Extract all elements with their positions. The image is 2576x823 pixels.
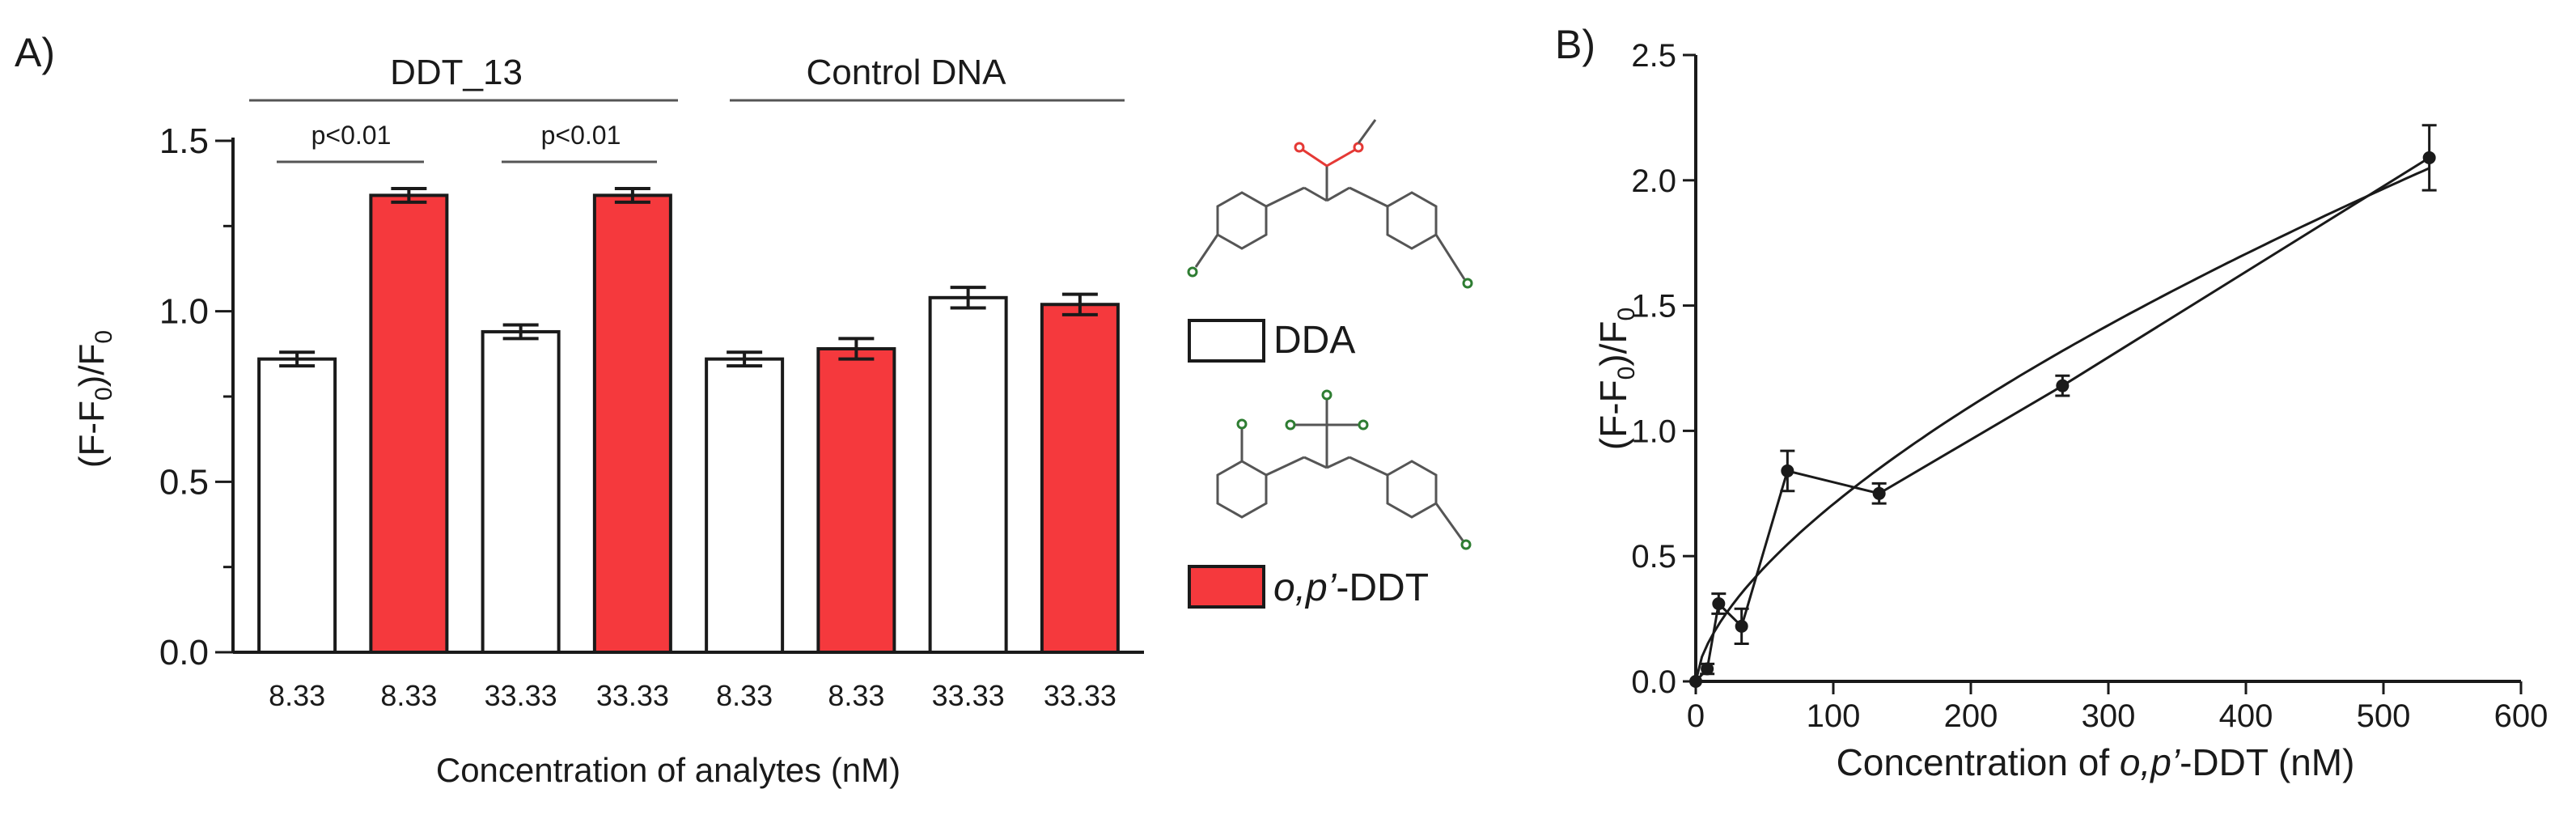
y-tick-label: 0.5 bbox=[159, 462, 209, 502]
x-tick-label: 8.33 bbox=[716, 679, 773, 712]
bar bbox=[1040, 303, 1120, 654]
group-label-control-dna: Control DNA bbox=[807, 53, 1007, 92]
legend-label-dda: DDA bbox=[1273, 319, 1355, 362]
bar bbox=[481, 329, 561, 654]
data-point bbox=[1689, 675, 1702, 688]
data-point bbox=[1781, 464, 1794, 477]
ddt-structure-image bbox=[1216, 389, 1472, 550]
panel-a-y-ticks: 0.0 0.5 1.0 1.5 bbox=[159, 121, 233, 672]
data-point bbox=[1701, 662, 1714, 676]
data-point bbox=[1735, 619, 1748, 633]
data-point bbox=[2056, 379, 2070, 392]
panel-a-x-tick-labels: 8.33 8.33 33.33 33.33 8.33 8.33 33.33 33.33 bbox=[269, 679, 1116, 712]
panel-a-y-axis-label: (F-F0)/F0 bbox=[72, 330, 117, 468]
bar bbox=[705, 357, 785, 654]
x-tick-label: 8.33 bbox=[828, 679, 884, 712]
x-tick-label: 400 bbox=[2219, 698, 2273, 734]
fit-curve bbox=[1694, 167, 2430, 682]
x-tick-label: 300 bbox=[2082, 698, 2136, 734]
panel-b-x-axis-label: Concentration of o,p’-DDT (nM) bbox=[1837, 741, 2355, 783]
y-tick-label: 0.0 bbox=[1631, 664, 1676, 700]
y-tick-label: 2.5 bbox=[1631, 38, 1676, 74]
bar bbox=[592, 193, 672, 654]
significance-label-2: p<0.01 bbox=[541, 121, 621, 150]
data-line bbox=[1694, 156, 2430, 683]
x-tick-label: 8.33 bbox=[269, 679, 325, 712]
y-tick-label: 1.0 bbox=[1631, 414, 1676, 449]
panel-a-label: A) bbox=[15, 30, 55, 75]
panel-b-axes bbox=[1694, 55, 2521, 683]
x-tick-label: 0 bbox=[1687, 698, 1705, 734]
x-tick-label: 600 bbox=[2494, 698, 2548, 734]
x-tick-label: 500 bbox=[2357, 698, 2411, 734]
bar bbox=[257, 357, 337, 654]
panel-a-bars bbox=[257, 186, 1120, 654]
panel-b-series bbox=[1689, 124, 2437, 688]
panel-b-ticks: 0 100 200 300 400 500 600 0.0 0.5 1.0 1.5 2.0 2.5 bbox=[1631, 38, 2548, 734]
y-tick-label: 2.0 bbox=[1631, 163, 1676, 199]
y-tick-label: 0.0 bbox=[159, 633, 209, 672]
legend-swatch-ddt bbox=[1188, 565, 1265, 609]
x-tick-label: 33.33 bbox=[1044, 679, 1116, 712]
x-tick-label: 33.33 bbox=[596, 679, 669, 712]
data-point bbox=[2422, 151, 2436, 164]
bar bbox=[369, 193, 449, 654]
legend-label-ddt: o,p’-DDT bbox=[1273, 566, 1429, 609]
significance-label-1: p<0.01 bbox=[311, 121, 392, 150]
bar bbox=[928, 295, 1008, 654]
group-label-ddt13: DDT_13 bbox=[390, 53, 523, 92]
panel-b-label: B) bbox=[1555, 22, 1595, 67]
y-tick-label: 1.0 bbox=[159, 292, 209, 332]
panel-b-y-axis-label: (F-F0)/F0 bbox=[1592, 308, 1640, 450]
data-point bbox=[1712, 597, 1726, 611]
legend-swatch-dda bbox=[1188, 319, 1265, 363]
y-tick-label: 1.5 bbox=[1631, 289, 1676, 325]
x-tick-label: 200 bbox=[1944, 698, 1998, 734]
panel-a-x-axis-label: Concentration of analytes (nM) bbox=[436, 751, 900, 789]
x-tick-label: 100 bbox=[1807, 698, 1861, 734]
x-tick-label: 33.33 bbox=[932, 679, 1005, 712]
data-point bbox=[1872, 486, 1886, 500]
y-tick-label: 1.5 bbox=[159, 121, 209, 161]
bar bbox=[816, 347, 896, 654]
x-tick-label: 8.33 bbox=[380, 679, 437, 712]
x-tick-label: 33.33 bbox=[485, 679, 557, 712]
dda-structure-image bbox=[1187, 119, 1473, 289]
y-tick-label: 0.5 bbox=[1631, 539, 1676, 575]
